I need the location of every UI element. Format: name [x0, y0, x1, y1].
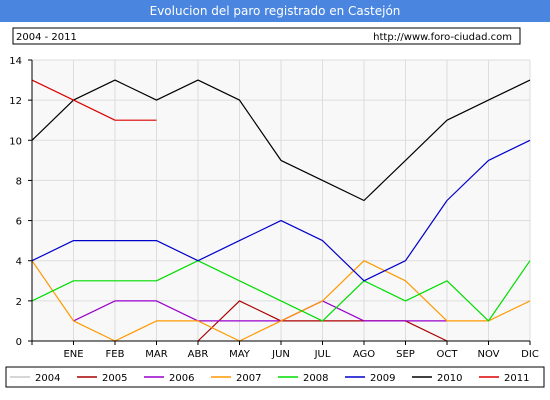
x-tick-label: AGO — [353, 349, 375, 360]
legend: 2004 2005 2006 2007 2008 2009 2010 2011 — [10, 373, 529, 384]
y-tick-label: 12 — [9, 96, 22, 107]
subtitle-url: http://www.foro-ciudad.com — [373, 32, 512, 43]
x-tick-label: MAR — [145, 349, 167, 360]
subtitle-years: 2004 - 2011 — [16, 32, 77, 43]
x-tick-label: FEB — [106, 349, 125, 360]
x-tick-label: DIC — [521, 349, 539, 360]
x-tick-label: ABR — [188, 349, 209, 360]
x-tick-label: NOV — [477, 349, 499, 360]
x-tick-labels: ENE FEB MAR ABR MAY JUN JUL AGO SEP OCT NOV DIC — [63, 349, 538, 360]
series-lines — [31, 79, 531, 342]
series-2006 — [73, 300, 447, 322]
title-bar — [0, 0, 550, 22]
series-2010 — [31, 79, 531, 202]
series-line-2006 — [73, 300, 447, 322]
x-tick-label: ENE — [63, 349, 83, 360]
x-tick-label: SEP — [396, 349, 415, 360]
y-tick-label: 4 — [16, 257, 22, 268]
y-tick-labels: 0 2 4 6 8 10 12 14 — [9, 56, 22, 348]
series-line-2010 — [31, 79, 531, 202]
series-2009 — [31, 139, 531, 282]
legend-label-2005: 2005 — [102, 373, 127, 384]
x-tick-label: JUN — [271, 349, 290, 360]
subtitle-box — [12, 27, 521, 45]
x-tick-label: JUL — [314, 349, 331, 360]
series-2008 — [31, 260, 531, 322]
legend-box — [5, 366, 545, 388]
y-tick-label: 6 — [16, 217, 22, 228]
legend-label-2004: 2004 — [35, 373, 60, 384]
legend-label-2006: 2006 — [169, 373, 194, 384]
y-tick-label: 10 — [9, 136, 22, 147]
series-line-2011 — [31, 79, 157, 121]
y-tick-label: 14 — [9, 56, 22, 67]
legend-label-2010: 2010 — [437, 373, 462, 384]
series-line-2008 — [31, 260, 531, 322]
chart-title: Evolucion del paro registrado en Castejó… — [150, 4, 401, 18]
tick-marks — [28, 59, 531, 345]
legend-label-2011: 2011 — [504, 373, 529, 384]
series-2011 — [31, 79, 157, 121]
y-tick-label: 0 — [16, 337, 22, 348]
legend-label-2009: 2009 — [370, 373, 395, 384]
x-tick-label: OCT — [437, 349, 459, 360]
x-tick-label: MAY — [229, 349, 251, 360]
legend-label-2008: 2008 — [303, 373, 328, 384]
series-line-2009 — [31, 139, 531, 282]
legend-label-2007: 2007 — [236, 373, 261, 384]
y-tick-label: 2 — [16, 297, 22, 308]
y-tick-label: 8 — [16, 176, 22, 187]
